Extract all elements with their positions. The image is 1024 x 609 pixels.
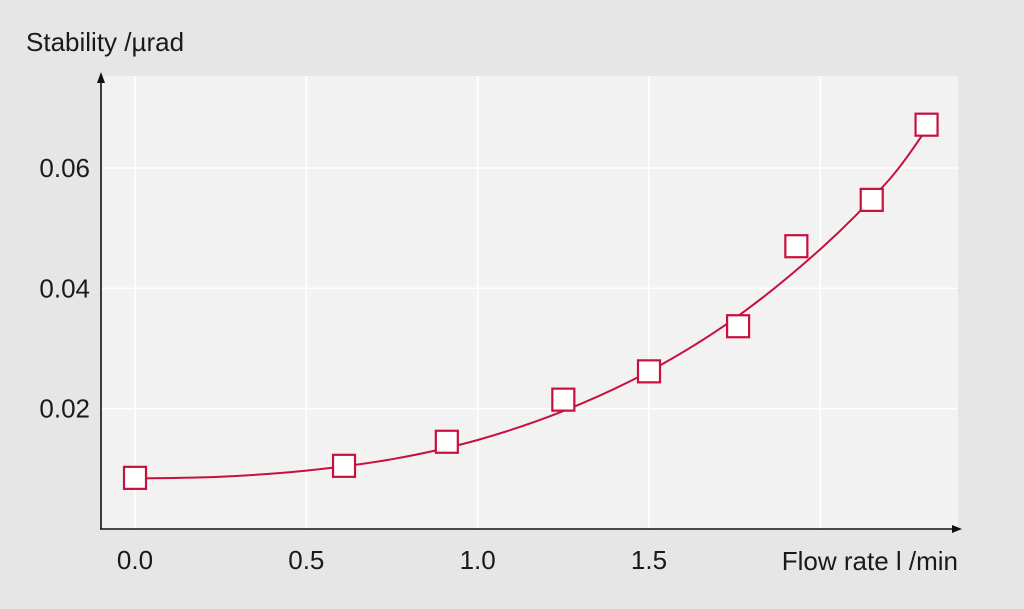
data-point — [434, 429, 459, 454]
data-point — [725, 314, 751, 339]
x-tick-label: 1.0 — [460, 545, 496, 575]
data-points — [122, 112, 939, 490]
y-axis-title: Stability /µrad — [26, 27, 184, 57]
y-tick-label: 0.06 — [39, 153, 90, 183]
y-axis-arrow — [97, 72, 105, 83]
data-point — [784, 234, 809, 259]
data-point — [331, 453, 357, 478]
data-point — [859, 187, 884, 212]
x-axis-title: Flow rate l /min — [782, 546, 958, 576]
plot-background — [101, 76, 958, 529]
data-point — [122, 465, 148, 490]
x-axis-arrow — [952, 525, 962, 533]
data-point — [914, 112, 939, 137]
x-tick-label: 0.5 — [288, 545, 324, 575]
y-tick-label: 0.02 — [39, 394, 90, 424]
x-tick-label: 1.5 — [631, 545, 667, 575]
data-point — [551, 387, 576, 412]
tick-labels: 0.0 0.5 1.0 1.5 0.02 0.04 0.06 — [39, 153, 667, 575]
grid — [101, 76, 958, 529]
y-tick-label: 0.04 — [39, 273, 90, 303]
data-point — [636, 359, 662, 384]
x-tick-label: 0.0 — [117, 545, 153, 575]
axes — [97, 72, 962, 533]
